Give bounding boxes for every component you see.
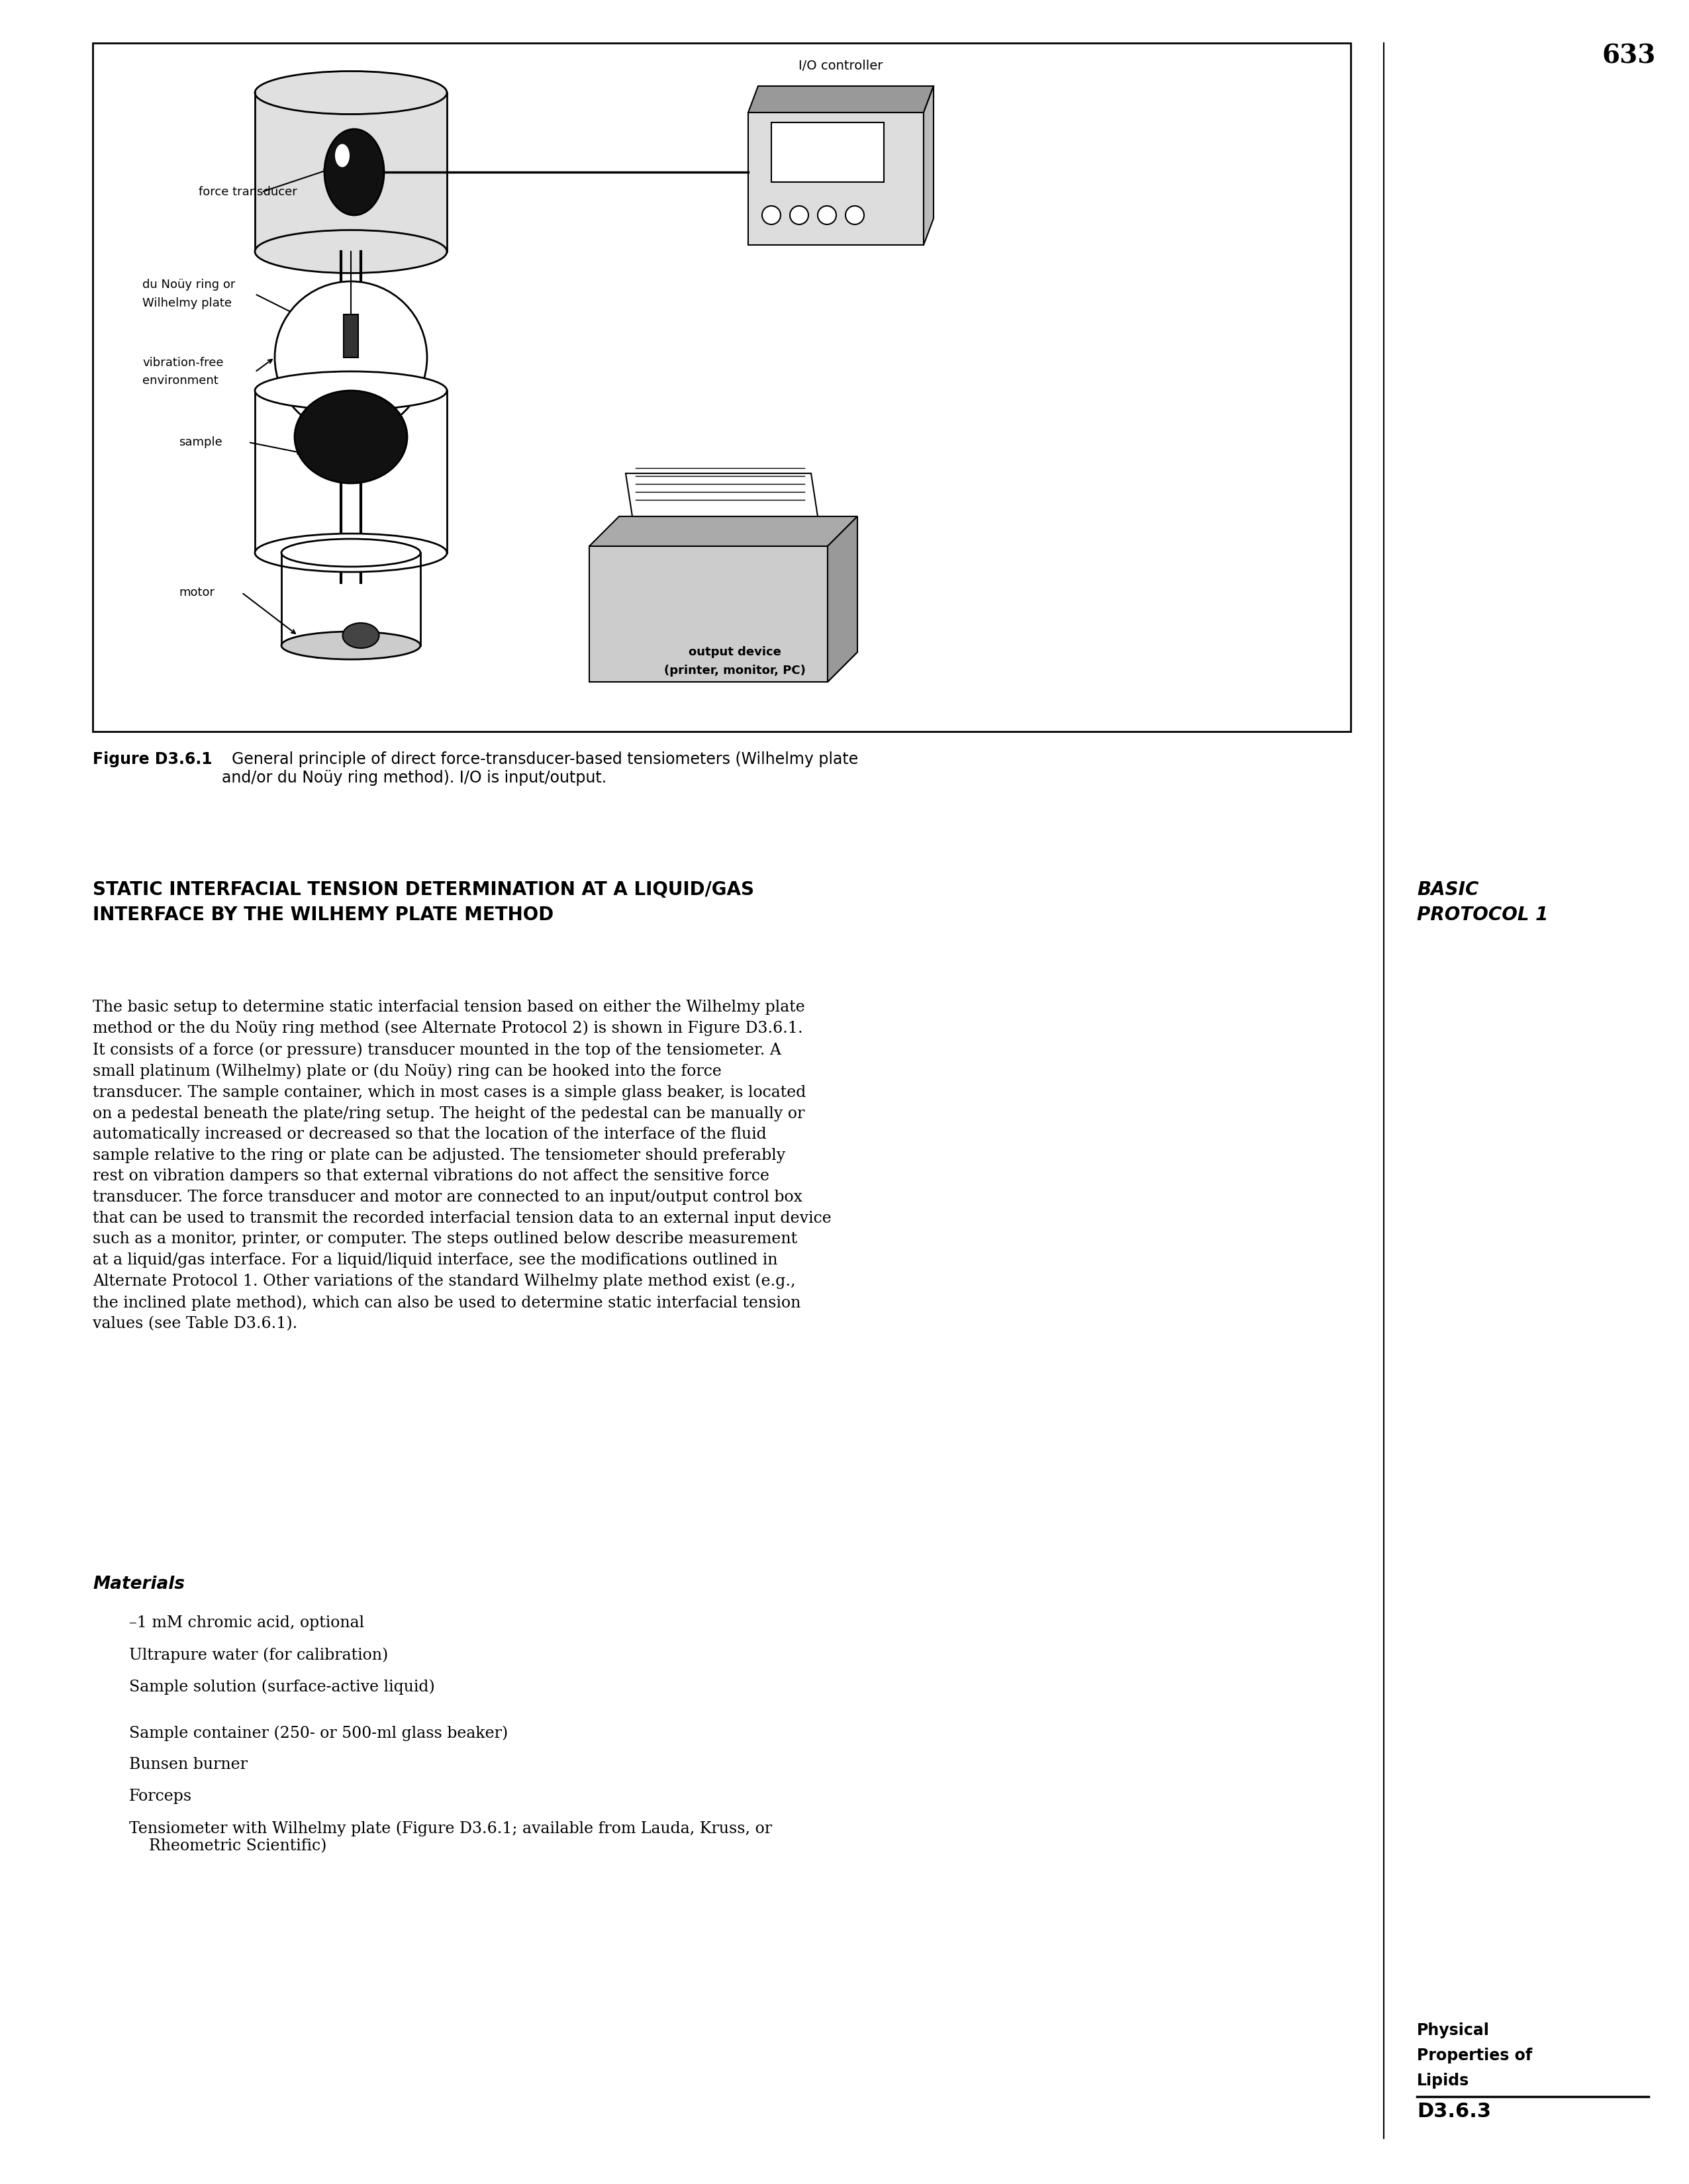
Bar — [255, 92, 448, 251]
Text: Sample container (250- or 500-ml glass beaker): Sample container (250- or 500-ml glass b… — [128, 1725, 508, 1741]
Text: force transducer: force transducer — [199, 186, 297, 199]
Ellipse shape — [282, 631, 421, 660]
Text: Sample solution (surface-active liquid): Sample solution (surface-active liquid) — [128, 1679, 434, 1695]
Text: output device: output device — [689, 646, 782, 657]
Text: tensiometer: tensiometer — [314, 649, 387, 662]
Text: vibration-free: vibration-free — [142, 356, 223, 369]
Text: General principle of direct force-transducer-based tensiometers (Wilhelmy plate
: General principle of direct force-transd… — [221, 751, 858, 786]
Text: Properties of: Properties of — [1417, 2049, 1532, 2064]
Circle shape — [790, 205, 809, 225]
Text: BASIC: BASIC — [1417, 880, 1478, 900]
Text: The basic setup to determine static interfacial tension based on either the Wilh: The basic setup to determine static inte… — [93, 1000, 831, 1332]
Bar — [343, 314, 358, 358]
Text: environment: environment — [142, 376, 218, 387]
Circle shape — [275, 282, 427, 435]
Circle shape — [846, 205, 865, 225]
Text: Materials: Materials — [93, 1575, 184, 1592]
Text: Figure D3.6.1: Figure D3.6.1 — [93, 751, 213, 767]
Text: Lipids: Lipids — [1417, 2073, 1469, 2088]
Text: Wilhelmy plate: Wilhelmy plate — [142, 297, 231, 310]
Text: du Noüy ring or: du Noüy ring or — [142, 280, 235, 290]
Text: –1 mM chromic acid, optional: –1 mM chromic acid, optional — [128, 1616, 365, 1631]
Polygon shape — [625, 474, 817, 515]
Polygon shape — [589, 546, 828, 681]
Polygon shape — [589, 653, 858, 681]
Circle shape — [817, 205, 836, 225]
Circle shape — [762, 205, 780, 225]
Text: Ultrapure water (for calibration): Ultrapure water (for calibration) — [128, 1647, 388, 1662]
Polygon shape — [589, 515, 858, 546]
Text: motor: motor — [179, 587, 215, 598]
Ellipse shape — [255, 229, 448, 273]
Ellipse shape — [294, 391, 407, 483]
Polygon shape — [924, 85, 934, 245]
Text: Physical: Physical — [1417, 2022, 1490, 2038]
Text: D3.6.3: D3.6.3 — [1417, 2101, 1491, 2121]
Text: (printer, monitor, PC): (printer, monitor, PC) — [664, 664, 806, 677]
Polygon shape — [748, 85, 934, 114]
Text: STATIC INTERFACIAL TENSION DETERMINATION AT A LIQUID/GAS: STATIC INTERFACIAL TENSION DETERMINATION… — [93, 880, 753, 900]
Polygon shape — [828, 515, 858, 681]
Ellipse shape — [255, 371, 448, 411]
Bar — [93, 44, 1351, 732]
Ellipse shape — [255, 533, 448, 572]
Text: PROTOCOL 1: PROTOCOL 1 — [1417, 906, 1549, 924]
Text: INTERFACE BY THE WILHEMY PLATE METHOD: INTERFACE BY THE WILHEMY PLATE METHOD — [93, 906, 554, 924]
Ellipse shape — [334, 144, 350, 168]
Ellipse shape — [255, 72, 448, 114]
Polygon shape — [748, 114, 924, 245]
Text: 633: 633 — [1603, 44, 1657, 68]
Text: Tensiometer with Wilhelmy plate (Figure D3.6.1; available from Lauda, Kruss, or
: Tensiometer with Wilhelmy plate (Figure … — [128, 1821, 772, 1854]
Ellipse shape — [324, 129, 383, 216]
Ellipse shape — [282, 539, 421, 566]
Bar — [772, 122, 883, 181]
Text: I/O controller: I/O controller — [799, 59, 883, 72]
Ellipse shape — [343, 622, 378, 649]
Text: Forceps: Forceps — [128, 1789, 193, 1804]
Text: sample: sample — [179, 437, 223, 448]
Text: Bunsen burner: Bunsen burner — [128, 1756, 248, 1771]
